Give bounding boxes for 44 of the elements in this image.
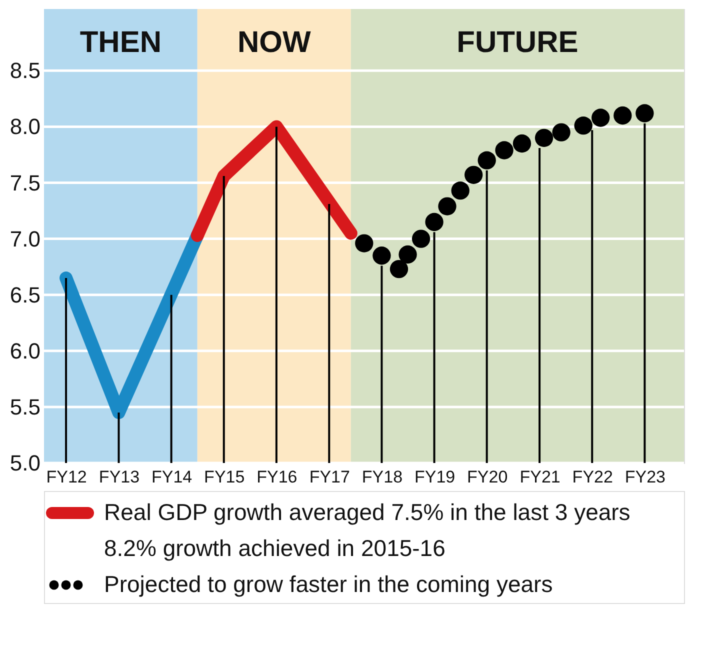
y-tick-label: 7.0 xyxy=(10,226,40,252)
x-tick-label: FY19 xyxy=(414,468,456,486)
point xyxy=(412,230,430,248)
point xyxy=(636,104,654,122)
point xyxy=(614,106,632,125)
point xyxy=(390,260,408,278)
x-tick-label: FY13 xyxy=(98,468,140,486)
y-tick-label: 7.5 xyxy=(10,170,40,196)
legend-label: Projected to grow faster in the coming years xyxy=(104,571,553,597)
y-tick-label: 6.0 xyxy=(10,338,40,364)
point xyxy=(438,197,456,216)
point xyxy=(425,212,444,232)
y-tick-label: 6.5 xyxy=(10,282,40,308)
x-tick-label: FY20 xyxy=(467,468,508,486)
point xyxy=(398,245,417,264)
x-tick-label: FY17 xyxy=(309,468,350,486)
band-label: THEN xyxy=(80,26,162,59)
point xyxy=(534,128,554,147)
x-tick-label: FY14 xyxy=(151,468,192,486)
point xyxy=(451,182,470,200)
legend-label: Real GDP growth averaged 7.5% in the last 3 years xyxy=(104,499,630,525)
y-tick-label: 8.5 xyxy=(10,58,40,84)
point xyxy=(592,108,610,127)
x-tick-label: FY22 xyxy=(572,468,613,486)
y-tick-label: 5.5 xyxy=(10,394,40,420)
point xyxy=(552,123,570,142)
x-tick-label: FY12 xyxy=(46,468,87,486)
point xyxy=(372,246,391,265)
point xyxy=(478,151,496,170)
y-tick-label: 8.0 xyxy=(10,114,40,140)
x-tick-label: FY21 xyxy=(520,468,560,486)
point xyxy=(512,134,532,153)
y-tick-label: 5.0 xyxy=(10,450,40,476)
point xyxy=(464,166,483,184)
band-label: NOW xyxy=(237,26,312,59)
x-tick-label: FY15 xyxy=(204,468,245,486)
point xyxy=(495,141,514,160)
x-tick-label: FY18 xyxy=(362,468,403,486)
point xyxy=(355,234,374,252)
x-tick-label: FY23 xyxy=(624,468,666,486)
text: 8.2% growth achieved in 2015-16 xyxy=(104,535,446,561)
point xyxy=(574,116,592,135)
x-tick-label: FY16 xyxy=(256,468,298,486)
band-label: FUTURE xyxy=(456,26,578,59)
